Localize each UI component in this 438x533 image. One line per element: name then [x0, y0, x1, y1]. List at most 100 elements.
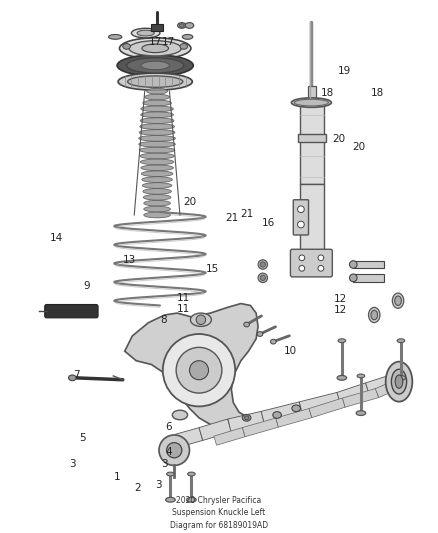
Bar [152, 23, 163, 31]
Ellipse shape [166, 497, 175, 502]
Polygon shape [243, 418, 279, 437]
Text: 18: 18 [371, 88, 384, 98]
Ellipse shape [129, 41, 181, 56]
Ellipse shape [187, 497, 196, 502]
Ellipse shape [242, 415, 251, 421]
Ellipse shape [131, 28, 160, 38]
Ellipse shape [350, 261, 357, 268]
Bar [300, 102, 324, 183]
Ellipse shape [292, 405, 300, 411]
Circle shape [196, 315, 206, 325]
Bar [300, 183, 324, 255]
Ellipse shape [191, 313, 212, 326]
Ellipse shape [386, 362, 412, 402]
Ellipse shape [356, 411, 366, 415]
FancyBboxPatch shape [293, 200, 308, 235]
Text: 1: 1 [113, 472, 120, 482]
Text: 17: 17 [162, 37, 175, 47]
Ellipse shape [141, 106, 173, 112]
Circle shape [163, 334, 235, 406]
Text: 18: 18 [321, 88, 334, 98]
Ellipse shape [143, 100, 171, 106]
Text: 12: 12 [333, 305, 346, 315]
Bar [353, 261, 384, 268]
Ellipse shape [117, 55, 193, 76]
Ellipse shape [140, 159, 174, 165]
Ellipse shape [371, 310, 378, 320]
Polygon shape [337, 383, 370, 405]
Text: 11: 11 [177, 293, 190, 303]
Ellipse shape [257, 332, 263, 336]
Ellipse shape [123, 44, 131, 49]
Ellipse shape [172, 410, 187, 420]
Ellipse shape [397, 339, 405, 343]
Text: 16: 16 [261, 218, 275, 228]
Ellipse shape [395, 375, 403, 389]
Ellipse shape [244, 416, 249, 420]
Ellipse shape [137, 30, 154, 36]
FancyBboxPatch shape [290, 249, 332, 277]
Ellipse shape [120, 38, 191, 59]
Circle shape [299, 265, 305, 271]
Polygon shape [228, 411, 264, 432]
Text: 20: 20 [332, 134, 346, 144]
Ellipse shape [273, 411, 281, 418]
Ellipse shape [140, 153, 174, 159]
Text: 13: 13 [123, 255, 136, 264]
Ellipse shape [142, 44, 169, 53]
Circle shape [299, 255, 305, 261]
Ellipse shape [140, 118, 174, 124]
Text: 11: 11 [177, 304, 190, 314]
Ellipse shape [294, 99, 328, 106]
Text: 3: 3 [155, 480, 162, 490]
Ellipse shape [185, 22, 194, 28]
Ellipse shape [395, 296, 401, 305]
Polygon shape [299, 392, 341, 415]
Text: 2020 Chrysler Pacifica
Suspension Knuckle Left
Diagram for 68189019AD: 2020 Chrysler Pacifica Suspension Knuckl… [170, 496, 268, 530]
Text: 6: 6 [165, 422, 171, 432]
Text: 3: 3 [162, 458, 168, 469]
Circle shape [318, 255, 324, 261]
Ellipse shape [143, 189, 171, 194]
Polygon shape [276, 408, 312, 427]
Polygon shape [261, 402, 303, 424]
Polygon shape [199, 419, 231, 440]
Text: 3: 3 [69, 458, 75, 469]
Ellipse shape [109, 35, 122, 39]
Ellipse shape [139, 130, 175, 135]
Ellipse shape [166, 472, 174, 476]
Circle shape [260, 262, 265, 267]
Ellipse shape [177, 22, 186, 28]
Ellipse shape [145, 94, 170, 100]
Ellipse shape [139, 147, 175, 153]
Ellipse shape [147, 88, 168, 94]
Ellipse shape [144, 200, 170, 206]
Text: 2: 2 [134, 483, 141, 493]
Ellipse shape [182, 35, 193, 39]
Circle shape [260, 275, 265, 280]
Text: 14: 14 [49, 233, 63, 243]
Text: 21: 21 [241, 209, 254, 219]
Ellipse shape [392, 369, 406, 394]
Text: 20: 20 [353, 142, 366, 152]
Text: 10: 10 [283, 346, 297, 356]
Ellipse shape [244, 322, 250, 327]
Polygon shape [214, 427, 245, 445]
Polygon shape [309, 398, 345, 418]
Text: 12: 12 [333, 294, 346, 304]
Ellipse shape [142, 177, 173, 182]
Text: 5: 5 [79, 433, 85, 443]
Text: 7: 7 [73, 370, 80, 381]
Ellipse shape [180, 44, 187, 49]
Text: 21: 21 [225, 213, 238, 223]
Text: 20: 20 [183, 197, 196, 207]
Polygon shape [175, 427, 203, 447]
Ellipse shape [127, 76, 183, 87]
Ellipse shape [142, 183, 172, 188]
Text: 15: 15 [206, 264, 219, 274]
Ellipse shape [357, 374, 365, 378]
Ellipse shape [144, 206, 170, 212]
Text: 9: 9 [83, 281, 90, 291]
Ellipse shape [180, 24, 184, 27]
Ellipse shape [368, 308, 380, 322]
